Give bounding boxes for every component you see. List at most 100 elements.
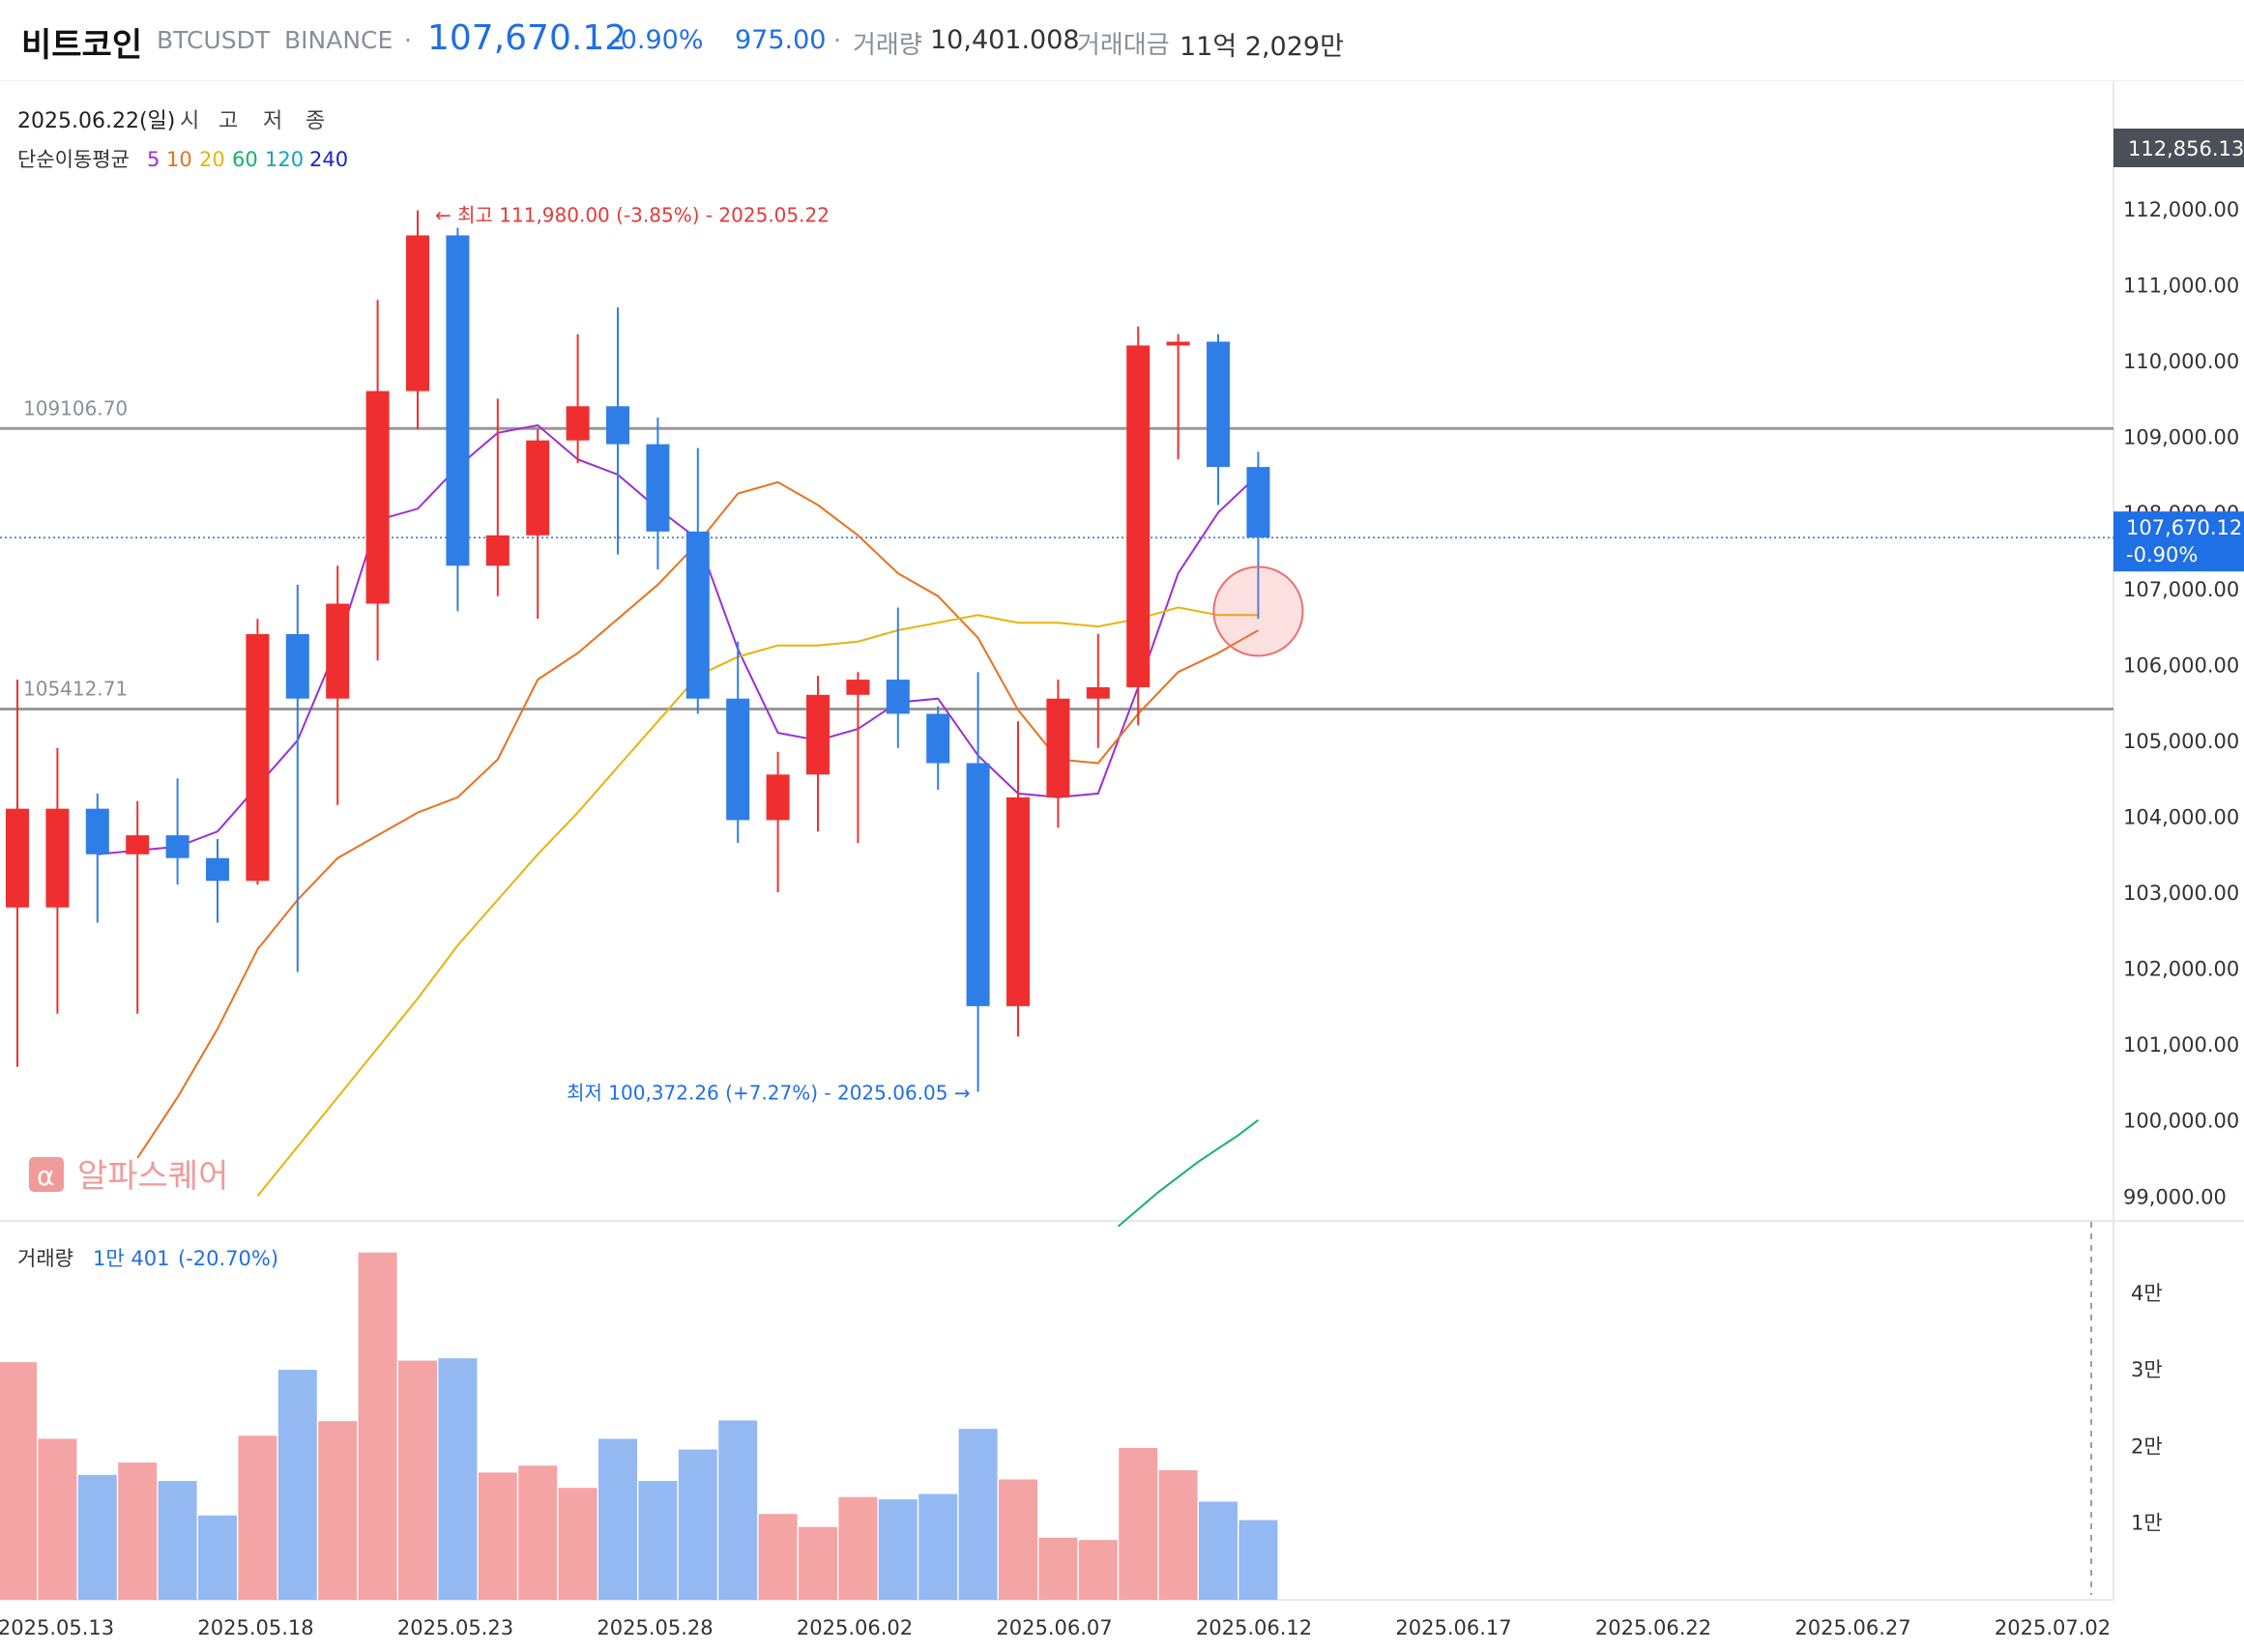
price-axis-tick-label: 106,000.00	[2123, 653, 2239, 677]
candle-body	[1006, 797, 1030, 1006]
candle-body	[406, 235, 429, 391]
separator-dot: ·	[404, 26, 412, 54]
asset-name[interactable]: 비트코인	[21, 26, 143, 65]
volume-bar	[478, 1472, 517, 1600]
price-axis-tick-label: 102,000.00	[2123, 958, 2239, 981]
high-annotation: ← 최고 111,980.00 (-3.85%) - 2025.05.22	[435, 204, 830, 227]
candle-body	[806, 694, 830, 775]
price-axis-tick-label: 99,000.00	[2123, 1185, 2227, 1208]
candle-body	[446, 235, 470, 566]
candle-body	[1246, 467, 1270, 538]
price-axis-tick-label: 112,000.00	[2123, 198, 2239, 221]
volume-axis-tick-label: 3만	[2131, 1358, 2163, 1381]
ma-legend-240[interactable]: 240	[309, 148, 348, 171]
volume-bar	[678, 1449, 717, 1600]
horizontal-level-label: 105412.71	[23, 677, 128, 700]
candle-body	[206, 857, 229, 882]
candle-body	[246, 633, 270, 882]
current-price-tag-price: 107,670.12	[2126, 516, 2242, 539]
ma-legend-10[interactable]: 10	[166, 148, 192, 171]
date-axis-tick-label: 2025.07.02	[1995, 1616, 2111, 1639]
volume-bar	[518, 1465, 558, 1600]
price-axis-tick-label: 111,000.00	[2123, 275, 2239, 298]
ma-legend-label[interactable]: 단순이동평균	[17, 148, 130, 171]
volume-value: 10,401.008	[930, 25, 1080, 55]
legend-date: 2025.06.22(일)	[17, 109, 175, 133]
volume-axis-tick-label: 2만	[2131, 1435, 2163, 1458]
date-axis-tick-label: 2025.06.07	[996, 1616, 1112, 1639]
candle-body	[1207, 341, 1230, 468]
amount-label: 거래대금	[1077, 31, 1170, 60]
volume-bar	[558, 1488, 597, 1600]
price-axis-tick-label: 103,000.00	[2123, 882, 2239, 905]
symbol-label: BTCUSDT	[157, 26, 271, 54]
candle-body	[606, 406, 629, 445]
volume-bar	[758, 1514, 798, 1600]
legend-open-label: 시	[180, 109, 199, 133]
volume-bar	[158, 1481, 197, 1600]
candle-body	[485, 535, 510, 566]
candle-body	[926, 713, 950, 764]
candle-body	[1166, 341, 1190, 346]
ma-legend-60[interactable]: 60	[232, 148, 258, 171]
volume-label: 거래량	[853, 31, 922, 60]
volume-bar	[1158, 1469, 1198, 1600]
candle-body	[126, 835, 150, 855]
ma-legend-5[interactable]: 5	[147, 148, 160, 171]
separator-dot: ·	[833, 26, 841, 54]
price-axis-tick-label: 110,000.00	[2123, 350, 2239, 373]
volume-bar	[718, 1420, 758, 1600]
candle-body	[966, 763, 990, 1006]
volume-bar	[1199, 1501, 1238, 1600]
candle-body	[566, 406, 590, 441]
candle-body	[85, 808, 109, 855]
volume-bar	[1239, 1520, 1278, 1600]
highlight-circle	[1212, 565, 1304, 657]
date-axis-tick-label: 2025.05.18	[197, 1616, 313, 1639]
legend-low-label: 저	[263, 109, 282, 133]
volume-bar	[77, 1474, 117, 1600]
ticker-header: 비트코인 BTCUSDT BINANCE · 107,670.12 -0.90%…	[0, 0, 2244, 81]
volume-legend: 거래량 1만 401 (-20.70%)	[17, 1247, 278, 1270]
candle-body	[326, 603, 350, 699]
volume-bar	[598, 1438, 637, 1600]
date-axis-tick-label: 2025.06.12	[1196, 1616, 1312, 1639]
volume-bar	[878, 1499, 918, 1600]
date-axis-tick-label: 2025.06.17	[1395, 1616, 1511, 1639]
low-annotation: 최저 100,372.26 (+7.27%) - 2025.06.05 →	[567, 1081, 970, 1104]
date-axis-tick-label: 2025.05.23	[397, 1616, 513, 1639]
chart-frame	[0, 81, 2244, 1601]
candle-body	[766, 774, 790, 821]
price-axis-tick-label: 100,000.00	[2123, 1110, 2239, 1133]
candle-body	[685, 531, 710, 699]
volume-bar	[918, 1493, 958, 1600]
candle-body	[285, 633, 309, 699]
current-price-tag	[2113, 511, 2244, 572]
ma-legend-20[interactable]: 20	[199, 148, 225, 171]
candle-body	[1086, 686, 1110, 699]
top-price-tag	[2113, 129, 2244, 167]
watermark-logo-glyph: α	[37, 1160, 54, 1192]
volume-bar	[638, 1481, 678, 1600]
candle-body	[1126, 345, 1151, 687]
ma5-line	[97, 423, 1260, 855]
ma-legend-120[interactable]: 120	[265, 148, 304, 171]
amount-value: 11억 2,029만	[1180, 32, 1344, 62]
price-axis-tick-label: 107,000.00	[2123, 578, 2239, 601]
volume-bar	[1119, 1447, 1158, 1600]
date-axis-tick-label: 2025.06.27	[1794, 1616, 1910, 1639]
candle-body	[886, 680, 910, 714]
volume-legend-value: 1만 401	[93, 1247, 169, 1270]
legend-high-label: 고	[219, 109, 238, 133]
top-price-tag-text: 112,856.13	[2128, 137, 2244, 160]
candle-body	[646, 444, 670, 532]
chart-legend: 2025.06.22(일) 시 고 저 종 단순이동평균 5 10 20 60 …	[17, 109, 348, 171]
candle-body	[726, 698, 750, 821]
current-price: 107,670.12	[427, 18, 627, 58]
volume-bar	[0, 1362, 37, 1600]
volume-bar	[999, 1479, 1037, 1600]
candle-body	[165, 835, 189, 858]
volume-bar	[38, 1438, 77, 1600]
volume-bar	[238, 1435, 277, 1600]
